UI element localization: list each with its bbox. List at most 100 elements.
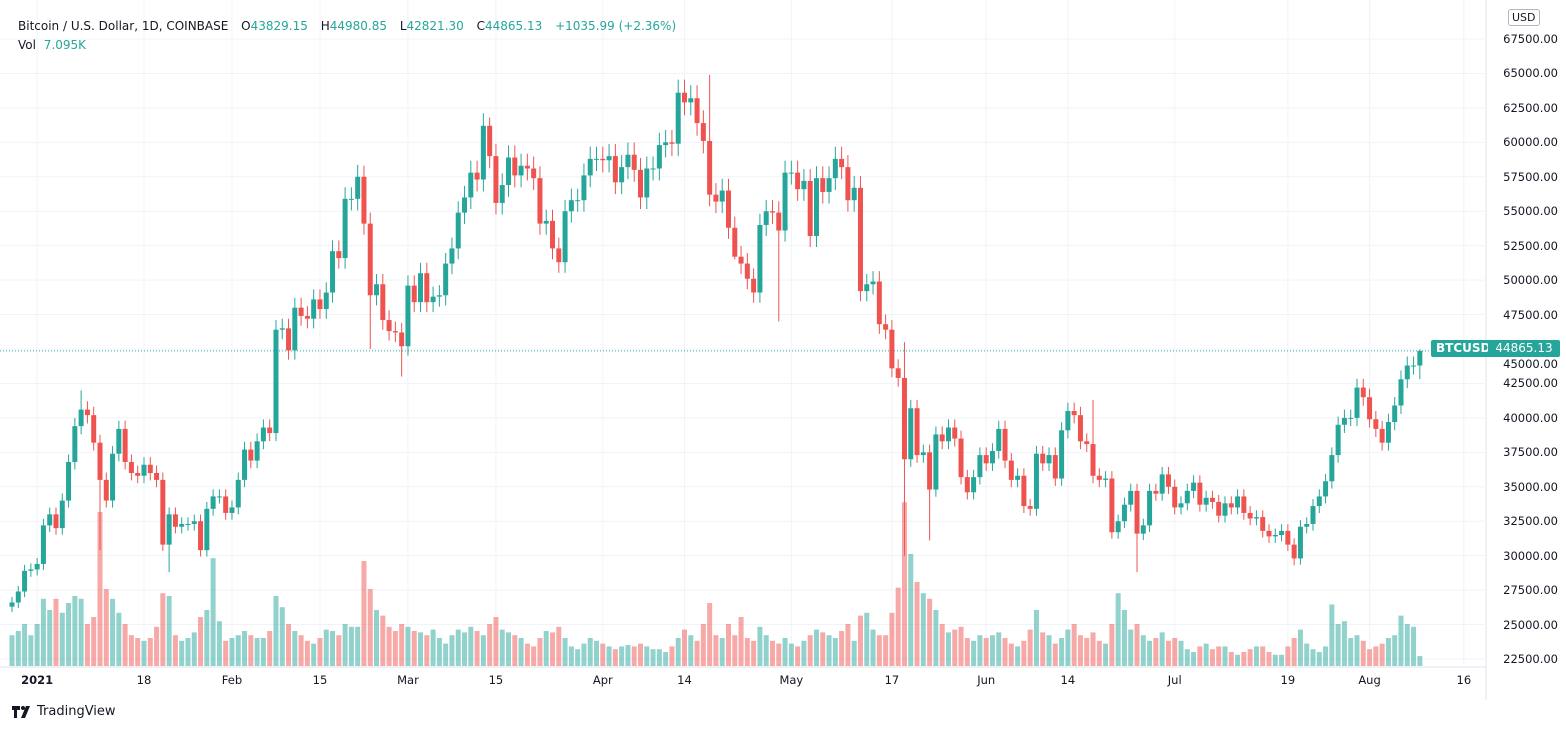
volume-bar [1348,638,1354,666]
candle-body [600,158,606,161]
candle-body [1128,490,1134,505]
volume-bar [185,638,191,666]
volume-bar [958,626,964,666]
candle-body [59,500,65,529]
volume-bar [1197,646,1203,666]
candle-body [399,332,405,347]
candle-body [1040,453,1046,464]
volume-bar [681,629,687,666]
volume-bar [788,643,794,666]
volume-bar [1015,646,1021,666]
volume-bar [1279,654,1285,666]
volume-bar [889,612,895,666]
volume-bar [9,635,15,666]
candle-body [763,211,769,225]
volume-bar [361,561,367,666]
volume-bar [1285,646,1291,666]
candle-body [933,434,939,490]
volume-bar [612,649,618,666]
candle-body [1153,490,1159,494]
candle-body [1027,506,1033,509]
candle-body [405,285,411,347]
volume-bar [537,638,543,666]
volume-bar [267,631,273,666]
volume-bar [512,635,518,666]
volume-bar [66,603,72,666]
volume-bar [216,621,222,666]
volume-label: Vol [18,38,36,52]
candle-body [870,281,876,285]
volume-bar [631,646,637,666]
volume-bar [587,638,593,666]
candle-body [323,292,329,310]
volume-bar [430,629,436,666]
time-tick-label: 19 [1280,673,1296,687]
volume-bar [876,635,882,666]
candle-body [807,180,813,237]
candle-body [1260,517,1266,531]
candle-body [788,172,794,174]
close-value: 44865.13 [485,19,543,33]
candle-body [1304,523,1310,527]
volume-bar [506,632,512,666]
candle-body [826,178,832,192]
volume-bar [273,596,279,666]
candle-body [1084,441,1090,445]
time-tick-label: Jul [1167,673,1182,687]
tradingview-logo[interactable]: TradingView [12,704,116,719]
tradingview-logo-icon [12,705,30,718]
candle-body [914,408,920,456]
volume-bar [908,554,914,666]
volume-bar [254,638,260,666]
volume-bar [424,635,430,666]
volume-bar [260,638,266,666]
candle-body [889,329,895,369]
candle-body [216,496,222,498]
candle-body [977,455,983,478]
candle-body [191,521,197,524]
volume-bar [1052,643,1058,666]
candle-body [575,200,581,202]
candle-body [1323,481,1329,497]
volume-bar [1077,635,1083,666]
volume-bar [166,596,172,666]
candle-body [367,223,373,296]
price-tick-label: 67500.00 [1503,32,1558,46]
volume-bar [147,638,153,666]
volume-bar [600,643,606,666]
volume-bar [449,635,455,666]
price-chart[interactable] [0,0,1566,700]
volume-bar [311,643,317,666]
candle-body [22,570,28,592]
volume-bar [198,617,204,666]
volume-bar [883,635,889,666]
volume-bar [996,632,1002,666]
candle-body [883,324,889,330]
volume-bar [493,617,499,666]
volume-bar [1115,593,1121,666]
candle-body [845,167,851,201]
candle-body [1235,496,1241,508]
volume-bar [518,638,524,666]
volume-bar [1373,646,1379,666]
volume-bar [744,638,750,666]
candle-body [1335,424,1341,456]
candle-body [267,427,273,434]
candle-body [820,178,826,192]
currency-button[interactable]: USD [1508,9,1540,26]
candle-body [292,307,298,351]
candle-body [1291,544,1297,559]
volume-bar [1059,638,1065,666]
volume-bar [839,631,845,666]
candle-body [1015,475,1021,480]
candle-body [122,428,128,462]
price-tick-label: 25000.00 [1503,617,1558,632]
volume-bar [1360,640,1366,666]
volume-bar [1209,649,1215,666]
candle-body [480,125,486,180]
volume-bar [204,610,210,666]
candle-body [1329,455,1335,482]
price-tick-label: 52500.00 [1503,238,1558,253]
volume-bar [380,615,386,666]
volume-bar [1159,632,1165,666]
